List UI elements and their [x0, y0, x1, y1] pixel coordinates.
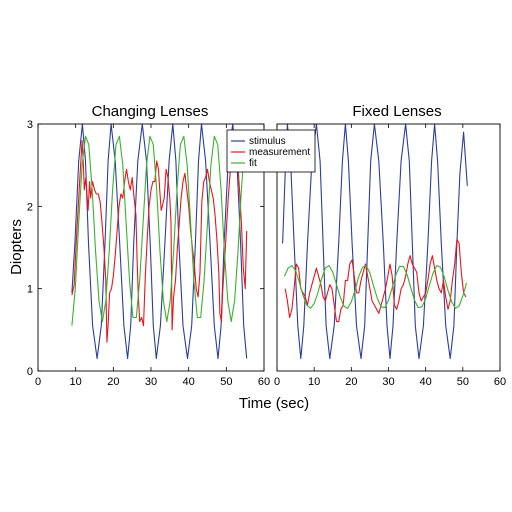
panel-title-fixed-lenses: Fixed Lenses	[352, 103, 441, 120]
x-tick-label: 20	[345, 376, 357, 388]
x-tick-label: 20	[107, 376, 119, 388]
series-line-measurement	[71, 139, 248, 343]
x-tick-label: 40	[420, 376, 432, 388]
x-tick-label: 30	[382, 376, 394, 388]
x-tick-label: 50	[457, 376, 469, 388]
series-line-stimulus	[282, 124, 468, 360]
y-tick-label: 2	[27, 201, 33, 213]
legend-label-stimulus: stimulus	[249, 136, 286, 147]
x-tick-label: 0	[35, 376, 41, 388]
series-group	[282, 124, 468, 360]
legend: stimulus measurement fit	[226, 129, 316, 173]
x-tick-label: 10	[70, 376, 82, 388]
series-line-measurement	[284, 238, 467, 323]
legend-label-measurement: measurement	[249, 147, 310, 158]
x-tick-label: 10	[308, 376, 320, 388]
x-tick-label: 0	[274, 376, 280, 388]
legend-box	[226, 129, 316, 173]
series-group	[71, 124, 248, 360]
panel-fixed-lenses: 0 10 20 30 40 50 60	[274, 123, 506, 388]
legend-label-fit: fit	[249, 158, 257, 169]
y-axis-label: Diopters	[8, 219, 25, 275]
y-tick-label: 1	[27, 284, 33, 296]
panel-title-changing-lenses: Changing Lenses	[92, 103, 209, 120]
panel-changing-lenses: 0 10 20 30 40 50 60 0 1 2 3	[27, 119, 270, 388]
series-line-fit	[71, 135, 246, 326]
x-tick-label: 40	[183, 376, 195, 388]
x-tick-label: 60	[494, 376, 506, 388]
x-tick-label: 30	[145, 376, 157, 388]
x-tick-label: 60	[258, 376, 270, 388]
y-tick-label: 3	[27, 119, 33, 131]
x-axis-label: Time (sec)	[239, 395, 309, 412]
series-line-fit	[283, 265, 468, 309]
y-tick-label: 0	[27, 366, 33, 378]
x-tick-label: 50	[220, 376, 232, 388]
series-line-stimulus	[71, 124, 248, 360]
